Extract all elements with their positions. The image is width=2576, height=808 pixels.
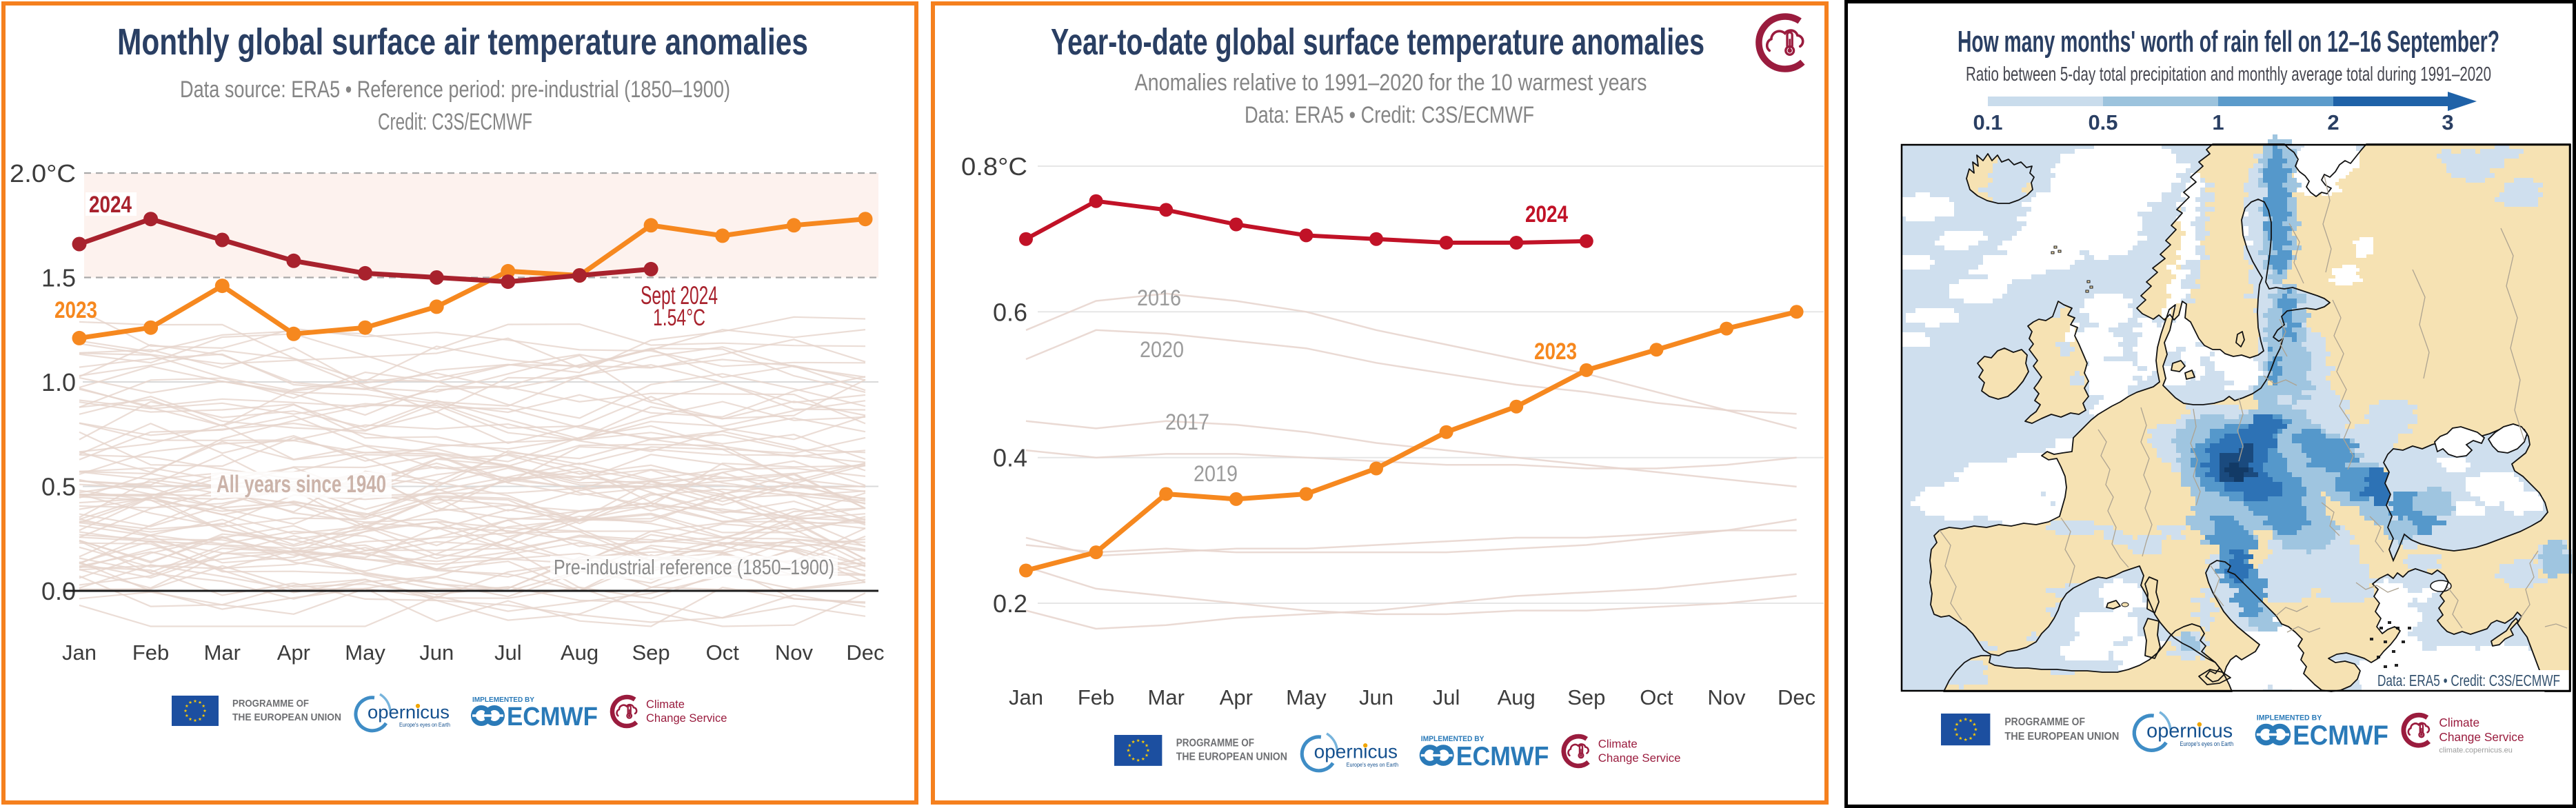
svg-text:Europe's eyes on Earth: Europe's eyes on Earth bbox=[399, 721, 450, 728]
svg-text:0.4: 0.4 bbox=[993, 444, 1027, 472]
svg-text:0.6: 0.6 bbox=[993, 298, 1027, 326]
svg-text:0.5: 0.5 bbox=[41, 473, 76, 501]
svg-text:Oct: Oct bbox=[706, 640, 740, 665]
svg-text:May: May bbox=[1286, 685, 1327, 709]
svg-text:Feb: Feb bbox=[1078, 685, 1114, 709]
svg-text:PROGRAMME OF: PROGRAMME OF bbox=[232, 698, 309, 709]
svg-text:1.54°C: 1.54°C bbox=[653, 305, 705, 331]
svg-text:All years since 1940: All years since 1940 bbox=[217, 471, 386, 498]
svg-text:0.5: 0.5 bbox=[2088, 110, 2117, 134]
svg-text:Data: ERA5 • Credit: C3S/ECMWF: Data: ERA5 • Credit: C3S/ECMWF bbox=[1245, 102, 1534, 128]
svg-text:opernicus: opernicus bbox=[368, 702, 450, 723]
svg-text:THE EUROPEAN UNION: THE EUROPEAN UNION bbox=[1176, 751, 1287, 763]
svg-text:climate.copernicus.eu: climate.copernicus.eu bbox=[2439, 747, 2513, 755]
svg-text:Change Service: Change Service bbox=[646, 712, 727, 725]
svg-text:ECMWF: ECMWF bbox=[2293, 720, 2388, 751]
svg-text:0.1: 0.1 bbox=[1973, 110, 2002, 134]
svg-text:0.2: 0.2 bbox=[993, 589, 1027, 618]
svg-text:Europe's eyes on Earth: Europe's eyes on Earth bbox=[1347, 761, 1399, 768]
svg-text:2017: 2017 bbox=[1165, 410, 1209, 434]
svg-text:Jun: Jun bbox=[419, 640, 454, 665]
svg-text:Nov: Nov bbox=[1707, 685, 1746, 709]
svg-text:Jul: Jul bbox=[494, 640, 522, 665]
svg-text:2016: 2016 bbox=[1137, 285, 1181, 310]
svg-text:Data source: ERA5 • Reference: Data source: ERA5 • Reference period: pr… bbox=[180, 77, 730, 103]
svg-text:Mar: Mar bbox=[204, 640, 241, 665]
svg-text:Change Service: Change Service bbox=[2439, 730, 2524, 744]
svg-text:ECMWF: ECMWF bbox=[1456, 742, 1549, 771]
svg-text:IMPLEMENTED BY: IMPLEMENTED BY bbox=[472, 696, 534, 704]
svg-text:How many months' worth of rain: How many months' worth of rain fell on 1… bbox=[1958, 25, 2499, 59]
svg-text:Mar: Mar bbox=[1148, 685, 1185, 709]
svg-text:2024: 2024 bbox=[89, 192, 132, 218]
svg-text:Anomalies relative to 1991–202: Anomalies relative to 1991–2020 for the … bbox=[1135, 70, 1647, 96]
svg-text:2019: 2019 bbox=[1194, 461, 1238, 486]
svg-text:Ratio between 5-day total prec: Ratio between 5-day total precipitation … bbox=[1966, 63, 2491, 85]
svg-text:2024: 2024 bbox=[1525, 201, 1568, 228]
svg-text:PROGRAMME OF: PROGRAMME OF bbox=[1176, 737, 1254, 749]
svg-text:Climate: Climate bbox=[1598, 737, 1638, 750]
svg-text:Pre-industrial reference (1850: Pre-industrial reference (1850–1900) bbox=[554, 555, 834, 579]
svg-text:IMPLEMENTED BY: IMPLEMENTED BY bbox=[2257, 714, 2322, 722]
svg-text:Oct: Oct bbox=[1640, 685, 1673, 709]
svg-text:1.0: 1.0 bbox=[41, 368, 76, 396]
svg-text:Climate: Climate bbox=[646, 698, 685, 711]
svg-text:Change Service: Change Service bbox=[1598, 751, 1681, 765]
svg-text:opernicus: opernicus bbox=[2146, 720, 2233, 743]
svg-text:Jul: Jul bbox=[1433, 685, 1460, 709]
svg-text:THE EUROPEAN UNION: THE EUROPEAN UNION bbox=[232, 711, 341, 723]
svg-text:2023: 2023 bbox=[54, 297, 97, 323]
svg-text:Europe's eyes on Earth: Europe's eyes on Earth bbox=[2180, 740, 2234, 747]
svg-text:Apr: Apr bbox=[277, 640, 310, 665]
svg-text:IMPLEMENTED BY: IMPLEMENTED BY bbox=[1421, 735, 1485, 743]
svg-text:2: 2 bbox=[2327, 110, 2339, 134]
svg-text:Feb: Feb bbox=[132, 640, 169, 665]
svg-text:ECMWF: ECMWF bbox=[507, 703, 598, 731]
svg-text:Jun: Jun bbox=[1359, 685, 1393, 709]
svg-text:Jan: Jan bbox=[1009, 685, 1043, 709]
svg-text:Dec: Dec bbox=[1778, 685, 1815, 709]
svg-text:Jan: Jan bbox=[62, 640, 97, 665]
svg-text:Climate: Climate bbox=[2439, 716, 2479, 729]
svg-text:Data: ERA5 • Credit: C3S/ECMWF: Data: ERA5 • Credit: C3S/ECMWF bbox=[2377, 671, 2560, 689]
svg-text:Aug: Aug bbox=[561, 640, 598, 665]
svg-text:Dec: Dec bbox=[846, 640, 884, 665]
svg-text:Sept 2024: Sept 2024 bbox=[641, 281, 718, 310]
svg-text:PROGRAMME OF: PROGRAMME OF bbox=[2004, 716, 2085, 728]
svg-text:Credit: C3S/ECMWF: Credit: C3S/ECMWF bbox=[378, 109, 532, 135]
svg-text:opernicus: opernicus bbox=[1314, 741, 1398, 762]
svg-text:Apr: Apr bbox=[1220, 685, 1253, 709]
svg-text:Sep: Sep bbox=[632, 640, 670, 665]
svg-text:Monthly global surface air tem: Monthly global surface air temperature a… bbox=[117, 21, 808, 63]
svg-text:Nov: Nov bbox=[775, 640, 814, 665]
svg-text:2.0°C: 2.0°C bbox=[10, 159, 76, 188]
svg-text:THE EUROPEAN UNION: THE EUROPEAN UNION bbox=[2004, 731, 2119, 743]
svg-text:Aug: Aug bbox=[1498, 685, 1536, 709]
svg-text:0.8°C: 0.8°C bbox=[961, 152, 1027, 181]
svg-text:May: May bbox=[345, 640, 385, 665]
svg-text:1: 1 bbox=[2212, 110, 2224, 134]
svg-text:2020: 2020 bbox=[1140, 337, 1184, 362]
svg-text:3: 3 bbox=[2442, 110, 2453, 134]
svg-text:Sep: Sep bbox=[1567, 685, 1605, 709]
svg-text:1.5: 1.5 bbox=[41, 264, 76, 292]
svg-text:2023: 2023 bbox=[1534, 339, 1577, 365]
svg-text:Year-to-date global surface te: Year-to-date global surface temperature … bbox=[1051, 21, 1704, 63]
